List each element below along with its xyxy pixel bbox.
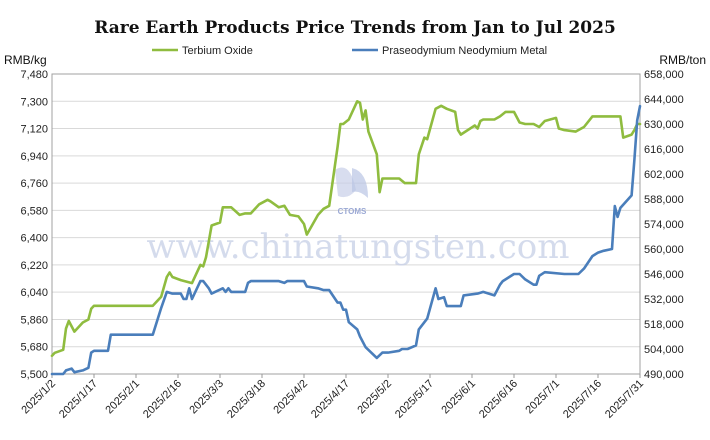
x-tick-label: 2025/3/3 <box>187 378 226 417</box>
x-tick-label: 2025/3/18 <box>225 378 268 421</box>
left-tick-label: 6,940 <box>20 151 48 163</box>
right-tick-label: 630,000 <box>644 119 684 131</box>
right-axis-ticks: 490,000 504,000 518,000 532,000 546,000 560,0… <box>644 69 684 381</box>
x-tick-label: 2025/7/31 <box>603 378 646 421</box>
left-axis-ticks: 5,500 5,680 5,860 6,040 6,220 6,400 6,580 6,760… <box>20 69 48 381</box>
legend-prnd-label: Praseodymium Neodymium Metal <box>382 45 547 57</box>
right-tick-label: 518,000 <box>644 319 684 331</box>
right-tick-label: 574,000 <box>644 219 684 231</box>
x-tick-label: 2025/6/1 <box>439 378 478 417</box>
left-tick-label: 5,500 <box>20 369 48 381</box>
left-tick-label: 5,860 <box>20 314 48 326</box>
left-axis-unit: RMB/kg <box>4 53 47 67</box>
series-lines <box>50 100 642 376</box>
left-tick-label: 6,760 <box>20 178 48 190</box>
watermark: CTOMS www.chinatungsten.com <box>147 167 570 267</box>
x-tick-label: 2025/6/16 <box>477 378 520 421</box>
left-tick-label: 6,040 <box>20 287 48 299</box>
x-tick-label: 2025/2/1 <box>103 378 142 417</box>
x-tick-label: 2025/1/2 <box>19 378 58 417</box>
right-tick-label: 602,000 <box>644 169 684 181</box>
x-tick-label: 2025/5/17 <box>393 378 436 421</box>
ctoms-logo: CTOMS <box>335 167 368 216</box>
right-tick-label: 546,000 <box>644 269 684 281</box>
left-tick-label: 7,300 <box>20 96 48 108</box>
x-tick-label: 2025/7/16 <box>561 378 604 421</box>
right-tick-label: 504,000 <box>644 344 684 356</box>
x-tick-label: 2025/4/2 <box>271 378 310 417</box>
x-tick-label: 2025/2/16 <box>141 378 184 421</box>
x-tick-label: 2025/5/2 <box>355 378 394 417</box>
left-tick-label: 5,680 <box>20 342 48 354</box>
legend-terbium-label: Terbium Oxide <box>182 45 253 57</box>
series-line-terbium-oxide <box>50 100 642 358</box>
right-tick-label: 616,000 <box>644 144 684 156</box>
right-tick-label: 560,000 <box>644 244 684 256</box>
right-tick-label: 658,000 <box>644 69 684 81</box>
series-line-prnd-metal <box>50 104 642 376</box>
x-tick-label: 2025/1/17 <box>57 378 100 421</box>
right-tick-label: 644,000 <box>644 94 684 106</box>
left-tick-label: 6,580 <box>20 205 48 217</box>
right-axis-unit: RMB/ton <box>659 53 706 67</box>
chart-title: Rare Earth Products Price Trends from Ja… <box>94 18 616 38</box>
left-tick-label: 6,400 <box>20 233 48 245</box>
right-tick-label: 532,000 <box>644 294 684 306</box>
left-tick-label: 7,480 <box>20 69 48 81</box>
watermark-text: www.chinatungsten.com <box>147 227 570 267</box>
left-tick-label: 6,220 <box>20 260 48 272</box>
right-tick-label: 588,000 <box>644 194 684 206</box>
legend: Terbium Oxide Praseodymium Neodymium Met… <box>152 45 547 57</box>
watermark-logo-text: CTOMS <box>338 207 367 216</box>
x-tick-label: 2025/7/1 <box>523 378 562 417</box>
right-tick-label: 490,000 <box>644 369 684 381</box>
left-tick-label: 7,120 <box>20 124 48 136</box>
x-tick-label: 2025/4/17 <box>309 378 352 421</box>
